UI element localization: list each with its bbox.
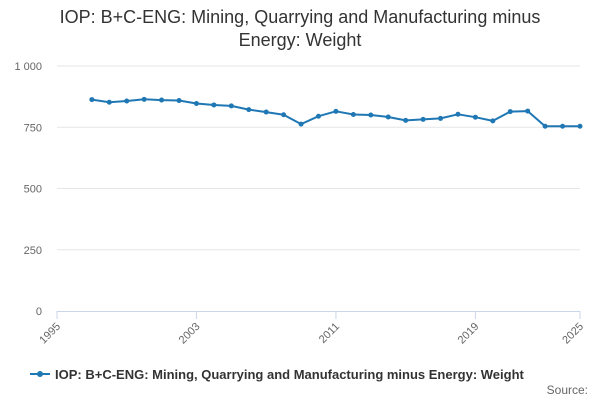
legend-series-swatch xyxy=(30,369,50,379)
y-tick-label: 1 000 xyxy=(14,61,42,73)
data-point xyxy=(228,103,234,109)
legend-series-label: IOP: B+C-ENG: Mining, Quarrying and Manu… xyxy=(55,366,524,382)
chart-title: IOP: B+C-ENG: Mining, Quarrying and Manu… xyxy=(0,6,600,52)
y-tick-label: 750 xyxy=(24,122,42,134)
data-point xyxy=(472,114,478,120)
data-point xyxy=(106,99,112,105)
chart-title-line-1: IOP: B+C-ENG: Mining, Quarrying and Manu… xyxy=(59,7,541,27)
x-tick-label: 2003 xyxy=(177,321,203,347)
data-point xyxy=(89,97,95,103)
chart-title-line-2: Energy: Weight xyxy=(238,30,362,50)
data-point xyxy=(490,118,496,124)
data-point xyxy=(577,123,583,129)
data-point xyxy=(176,98,182,104)
data-point xyxy=(281,112,287,118)
data-point xyxy=(193,100,199,106)
data-point xyxy=(560,123,566,129)
data-point xyxy=(403,117,409,123)
data-point xyxy=(438,115,444,121)
y-tick-label: 250 xyxy=(24,245,42,257)
data-point xyxy=(124,98,130,104)
x-tick-label: 1995 xyxy=(37,321,63,347)
data-point xyxy=(525,108,531,114)
data-point xyxy=(385,114,391,120)
data-point xyxy=(159,97,165,103)
data-point xyxy=(141,96,147,102)
data-point xyxy=(298,121,304,127)
data-point xyxy=(316,113,321,119)
data-point xyxy=(263,109,269,115)
source-credit[interactable]: Source: xyxy=(546,383,588,397)
data-point xyxy=(455,111,461,117)
data-point xyxy=(211,102,217,108)
data-point xyxy=(420,116,426,122)
x-tick-label: 2011 xyxy=(317,321,342,346)
y-tick-label: 500 xyxy=(24,184,42,196)
data-point xyxy=(246,107,252,113)
y-tick-label: 0 xyxy=(36,306,42,318)
data-point xyxy=(542,123,548,129)
data-point xyxy=(350,112,356,118)
legend[interactable]: IOP: B+C-ENG: Mining, Quarrying and Manu… xyxy=(30,366,524,382)
data-point xyxy=(368,112,374,118)
x-tick-label: 2019 xyxy=(456,321,482,347)
x-tick-label: 2025 xyxy=(560,321,586,347)
data-point xyxy=(507,109,513,115)
data-point xyxy=(333,108,339,114)
